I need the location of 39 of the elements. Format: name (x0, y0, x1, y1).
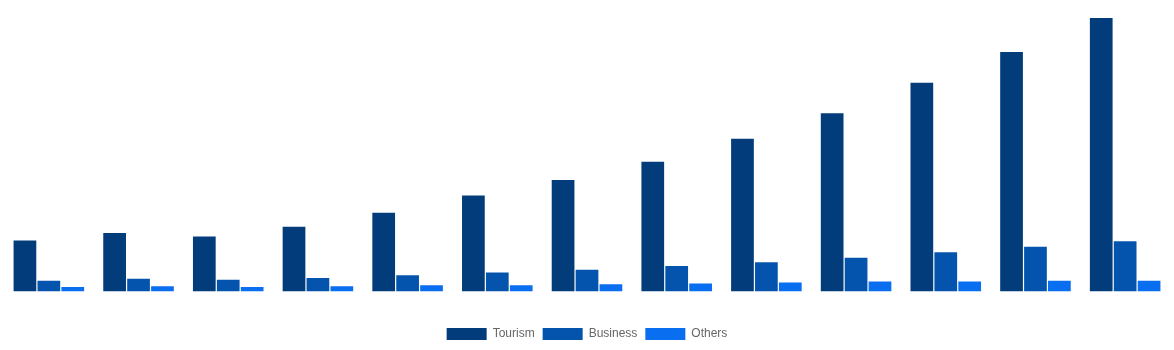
bar (958, 281, 982, 292)
bar (1024, 246, 1047, 292)
bar (689, 283, 712, 292)
bar (910, 82, 934, 292)
bar (509, 285, 533, 292)
legend-label: Tourism (492, 326, 535, 341)
bar (151, 286, 174, 292)
bar (1089, 18, 1113, 292)
bar (306, 277, 330, 292)
bar (575, 269, 599, 292)
bar (420, 285, 443, 292)
bar (372, 212, 396, 292)
bar (665, 265, 689, 292)
bar (844, 257, 868, 292)
bar (37, 280, 61, 292)
bar (551, 179, 575, 292)
bar (755, 262, 778, 292)
bar (192, 236, 216, 292)
bar (1113, 241, 1137, 292)
bar (1000, 51, 1023, 292)
bar (934, 252, 958, 292)
bar (868, 281, 892, 292)
bar (599, 284, 623, 292)
bar (641, 161, 665, 292)
bar (485, 272, 509, 292)
legend-label: Business (588, 326, 638, 341)
bar (1048, 280, 1071, 292)
bar (282, 226, 306, 292)
legend-label: Others (691, 326, 728, 341)
bar (820, 113, 844, 292)
bar (103, 233, 126, 292)
bar (216, 279, 240, 292)
bar (778, 282, 802, 292)
bar (13, 240, 37, 292)
bar (127, 278, 150, 292)
bar (396, 275, 419, 292)
bar (462, 195, 485, 292)
bar (731, 138, 754, 292)
bar (330, 286, 354, 292)
